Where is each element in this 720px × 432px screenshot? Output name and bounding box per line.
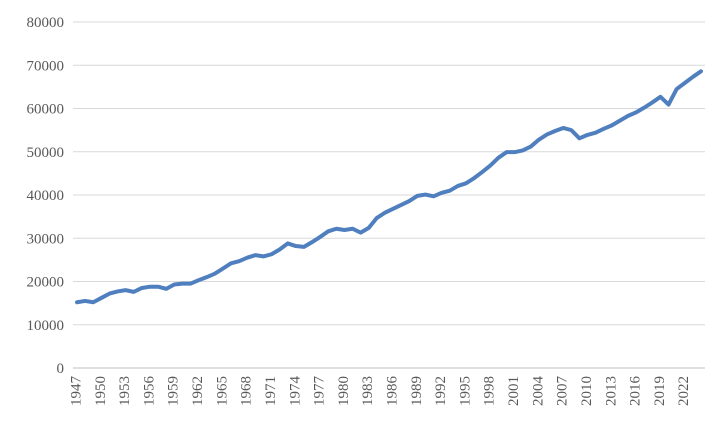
x-axis-tick-labels: 1947 1950 1953 1956 1959 1962 1965 1968 1971 1974… bbox=[68, 376, 692, 407]
series-layer bbox=[75, 69, 703, 305]
x-tick-label: 1950 bbox=[93, 376, 109, 406]
series-line bbox=[75, 69, 703, 305]
x-tick-label: 2013 bbox=[603, 376, 619, 406]
x-tick-label: 1953 bbox=[117, 376, 133, 406]
y-tick-label: 10000 bbox=[27, 318, 65, 334]
x-tick-label: 2007 bbox=[555, 376, 571, 407]
x-tick-label: 1977 bbox=[312, 376, 328, 407]
y-tick-label: 40000 bbox=[27, 188, 65, 204]
x-tick-label: 2004 bbox=[530, 376, 546, 407]
y-tick-label: 70000 bbox=[27, 58, 65, 74]
x-tick-label: 2016 bbox=[628, 376, 644, 407]
y-tick-label: 0 bbox=[57, 361, 65, 377]
x-tick-label: 1959 bbox=[166, 376, 182, 406]
x-tick-label: 2010 bbox=[579, 376, 595, 406]
y-tick-label: 30000 bbox=[27, 231, 65, 247]
x-tick-label: 1995 bbox=[457, 376, 473, 406]
x-tick-label: 1971 bbox=[263, 376, 279, 406]
y-tick-label: 50000 bbox=[27, 145, 65, 161]
x-tick-label: 1962 bbox=[190, 376, 206, 406]
x-tick-label: 1998 bbox=[482, 376, 498, 406]
x-tick-label: 1947 bbox=[68, 376, 84, 407]
x-tick-label: 1974 bbox=[287, 376, 303, 407]
x-tick-label: 1983 bbox=[360, 376, 376, 406]
y-tick-label: 60000 bbox=[27, 102, 65, 118]
x-tick-label: 1980 bbox=[336, 376, 352, 406]
gridlines bbox=[73, 21, 705, 326]
x-tick-label: 1992 bbox=[433, 376, 449, 406]
x-tick-label: 1968 bbox=[239, 376, 255, 406]
x-tick-label: 2001 bbox=[506, 376, 522, 406]
x-tick-label: 1989 bbox=[409, 376, 425, 406]
y-axis-tick-labels: 0 10000 20000 30000 40000 50000 60000 70000 8000… bbox=[27, 15, 65, 377]
x-tick-label: 1956 bbox=[141, 376, 157, 407]
x-tick-label: 1965 bbox=[214, 376, 230, 406]
x-tick-label: 1986 bbox=[384, 376, 400, 407]
y-tick-label: 20000 bbox=[27, 275, 65, 291]
x-tick-label: 2019 bbox=[652, 376, 668, 406]
x-tick-label: 2022 bbox=[676, 376, 692, 406]
y-tick-label: 80000 bbox=[27, 15, 65, 31]
